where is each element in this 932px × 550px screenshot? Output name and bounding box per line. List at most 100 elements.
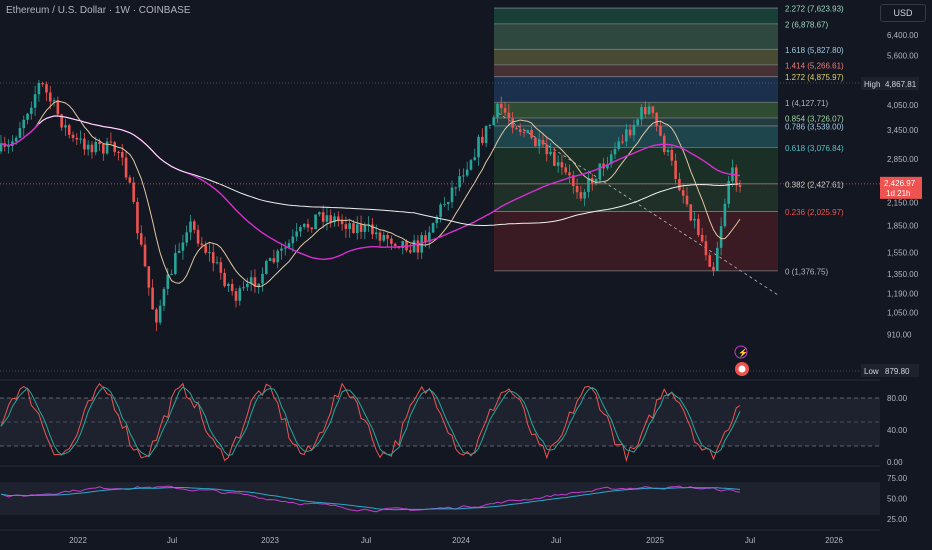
candle-body (685, 195, 689, 205)
candle-body (708, 255, 712, 267)
candlestick-series (0, 79, 742, 332)
candle-body (238, 288, 242, 301)
candle-body (352, 223, 355, 234)
fib-label: 1.272 (4,875.97) (785, 73, 844, 82)
candle-body (230, 283, 234, 292)
candle-body (174, 252, 177, 274)
time-tick-label: Jul (361, 536, 371, 545)
fib-zone (494, 64, 778, 77)
candle-body (117, 151, 120, 153)
fib-label: 0.236 (2,025.97) (785, 208, 844, 217)
candle-body (234, 291, 238, 301)
candle-body (56, 100, 60, 115)
candle-body (492, 117, 495, 126)
candle-body (33, 94, 37, 108)
event-flash-icon[interactable] (734, 345, 748, 359)
candle-body (530, 130, 533, 138)
candle-body (181, 242, 185, 251)
candle-body (204, 245, 207, 253)
candle-body (257, 283, 261, 287)
candle-body (158, 305, 162, 323)
candle-body (64, 125, 67, 128)
candle-body (571, 175, 575, 187)
high-marker (861, 77, 919, 90)
candle-body (113, 142, 116, 152)
currency-button[interactable]: USD (880, 4, 926, 22)
candle-body (7, 145, 10, 147)
candle-body (310, 227, 314, 230)
candle-body (496, 103, 499, 118)
candle-body (712, 266, 715, 271)
candle-body (636, 119, 640, 125)
candle-body (14, 137, 18, 142)
candle-body (249, 277, 253, 284)
candle-body (568, 172, 571, 176)
candle-body (211, 252, 215, 264)
candle-body (22, 119, 26, 129)
candle-body (253, 277, 257, 287)
stoch-tick-label: 0.00 (887, 458, 903, 467)
candle-body (390, 238, 393, 244)
candle-body (450, 187, 454, 203)
candle-body (625, 129, 628, 142)
candle-body (280, 248, 283, 251)
fib-label: 1.414 (5,266.61) (785, 61, 844, 70)
candle-body (105, 141, 109, 154)
countdown-label: 1d 21h (886, 189, 910, 198)
fib-zone (494, 147, 778, 184)
candle-body (446, 202, 450, 205)
candle-body (139, 233, 143, 245)
candle-body (443, 204, 446, 206)
candle-body (329, 215, 333, 223)
candle-body (734, 167, 738, 186)
candle-body (670, 149, 674, 161)
candle-body (416, 240, 420, 253)
candle-body (560, 162, 564, 168)
candle-body (518, 129, 522, 132)
time-axis[interactable]: 2022 Jul 2023 Jul 2024 Jul 2025 Jul 2026 (69, 536, 843, 545)
price-tick-label: 5,600.00 (887, 51, 919, 60)
candle-body (333, 216, 336, 223)
candle-body (647, 106, 651, 115)
fib-label: 0.618 (3,076.84) (785, 144, 844, 153)
fib-zone (494, 102, 778, 119)
candle-body (469, 160, 473, 170)
price-axis[interactable]: 6,400.00 5,600.00 4,050.00 3,450.00 2,850.00… (861, 31, 922, 377)
candle-body (162, 288, 166, 306)
candle-body (412, 240, 416, 253)
candle-body (689, 204, 693, 221)
candle-body (651, 106, 655, 113)
rsi-band (0, 482, 880, 515)
fib-zone (494, 49, 778, 65)
candle-body (431, 223, 435, 233)
candle-body (189, 221, 192, 233)
candle-body (549, 151, 552, 155)
fib-label: 1 (4,127.71) (785, 99, 828, 108)
candle-body (242, 287, 245, 289)
candle-body (583, 191, 586, 199)
price-tick-label: 1,050.00 (887, 309, 919, 318)
candle-body (52, 100, 56, 102)
candle-body (386, 234, 389, 239)
candle-body (355, 224, 359, 234)
candle-body (48, 92, 52, 102)
fib-label: 0.854 (3,726.07) (785, 115, 844, 124)
candle-body (374, 232, 378, 235)
fib-zone (494, 76, 778, 103)
candle-body (575, 186, 579, 193)
candle-body (124, 157, 128, 178)
fibonacci-retracement[interactable]: 2.272 (7,623.93) 2 (6,878.67) 1.618 (5,827… (494, 5, 844, 296)
candle-body (359, 224, 363, 232)
stoch-tick-label: 40.00 (887, 426, 908, 435)
candle-body (215, 262, 219, 264)
candle-body (507, 112, 511, 119)
fib-label: 2 (6,878.67) (785, 20, 828, 29)
candle-body (170, 273, 173, 275)
time-tick-label: Jul (745, 536, 755, 545)
stoch-tick-label: 80.00 (887, 394, 908, 403)
candle-body (640, 107, 643, 120)
candle-body (325, 215, 329, 222)
time-tick-label: 2023 (261, 536, 279, 545)
low-marker-label: Low (864, 367, 879, 376)
